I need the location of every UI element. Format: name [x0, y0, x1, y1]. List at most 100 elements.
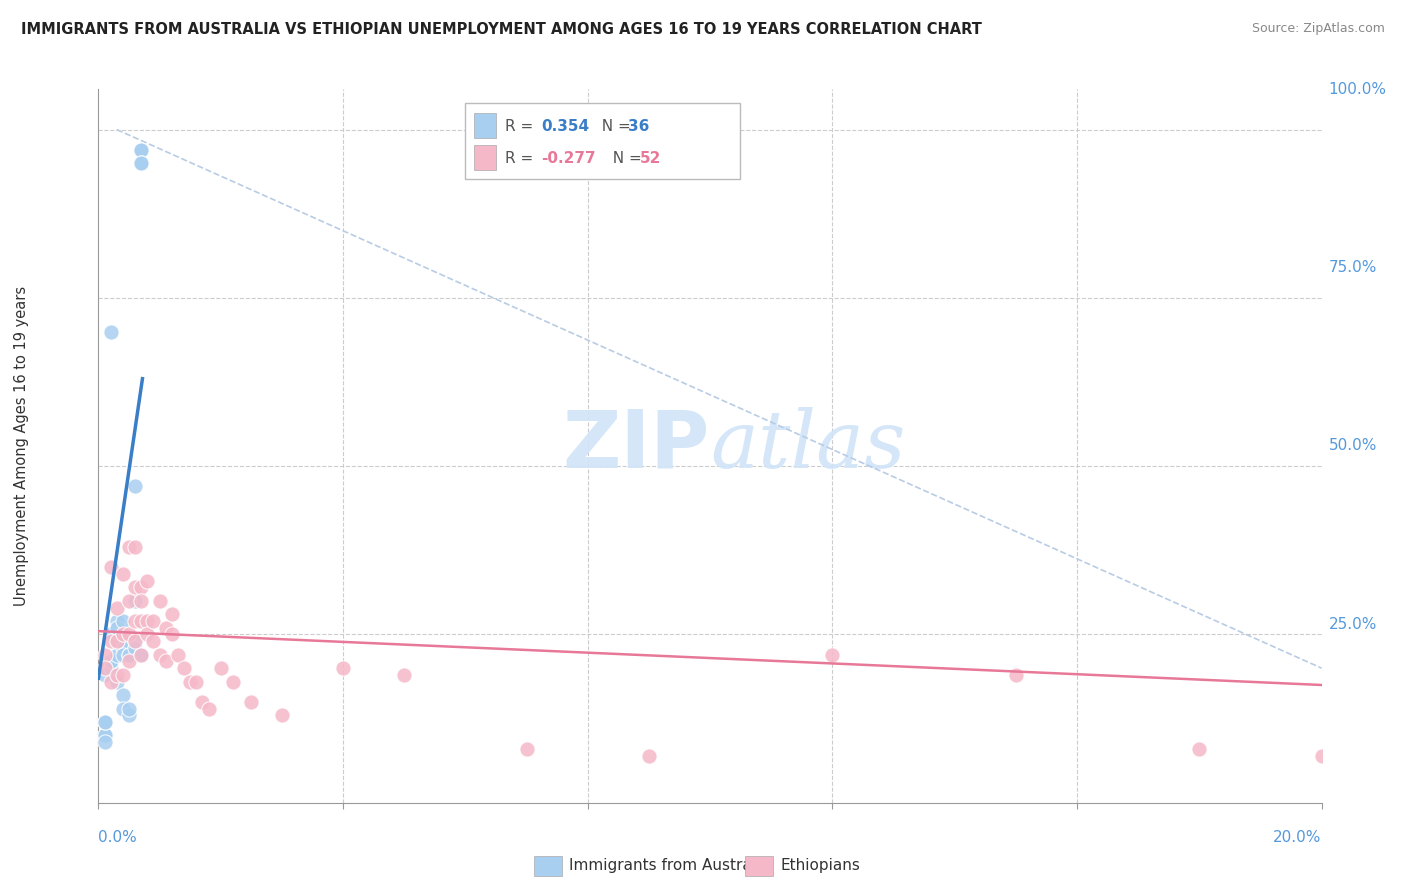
Text: Ethiopians: Ethiopians — [780, 858, 860, 872]
Point — [191, 695, 214, 709]
Point — [93, 729, 115, 743]
Point — [136, 627, 159, 641]
Text: 50.0%: 50.0% — [1329, 439, 1376, 453]
Point — [100, 325, 122, 339]
Point — [222, 674, 245, 689]
Point — [111, 648, 134, 662]
Point — [100, 655, 122, 669]
Point — [155, 621, 177, 635]
Text: R =: R = — [505, 151, 538, 166]
Point — [124, 479, 146, 493]
Point — [93, 735, 115, 749]
Point — [93, 661, 115, 675]
Point — [167, 648, 190, 662]
Text: 25.0%: 25.0% — [1329, 617, 1376, 632]
Text: -0.277: -0.277 — [541, 151, 596, 166]
Point — [118, 648, 141, 662]
Point — [129, 580, 152, 594]
Point — [111, 614, 134, 628]
Point — [142, 634, 165, 648]
Point — [105, 648, 128, 662]
Point — [124, 580, 146, 594]
Point — [124, 614, 146, 628]
Point — [240, 695, 263, 709]
Point — [129, 143, 152, 157]
Text: 0.354: 0.354 — [541, 119, 589, 134]
Point — [118, 594, 141, 608]
Text: 75.0%: 75.0% — [1329, 260, 1376, 275]
Point — [93, 729, 115, 743]
Point — [129, 143, 152, 157]
Point — [186, 674, 208, 689]
Point — [516, 742, 538, 756]
Point — [821, 648, 844, 662]
Point — [160, 627, 183, 641]
Point — [124, 634, 146, 648]
Point — [129, 614, 152, 628]
Point — [173, 661, 195, 675]
Text: IMMIGRANTS FROM AUSTRALIA VS ETHIOPIAN UNEMPLOYMENT AMONG AGES 16 TO 19 YEARS CO: IMMIGRANTS FROM AUSTRALIA VS ETHIOPIAN U… — [21, 22, 981, 37]
Point — [332, 661, 354, 675]
Point — [149, 648, 172, 662]
Point — [1004, 668, 1026, 682]
Point — [129, 648, 152, 662]
Point — [124, 640, 146, 655]
Point — [270, 708, 292, 723]
Point — [129, 648, 152, 662]
Point — [111, 701, 134, 715]
Point — [118, 655, 141, 669]
Point — [124, 540, 146, 554]
Point — [100, 634, 122, 648]
Point — [124, 634, 146, 648]
Point — [111, 634, 134, 648]
Point — [93, 714, 115, 729]
Point — [209, 661, 232, 675]
Text: N =: N = — [603, 151, 647, 166]
Point — [1310, 748, 1333, 763]
Text: ZIP: ZIP — [562, 407, 710, 485]
Point — [105, 634, 128, 648]
Point — [118, 701, 141, 715]
Point — [142, 614, 165, 628]
Point — [149, 594, 172, 608]
Point — [111, 688, 134, 702]
Text: 52: 52 — [640, 151, 661, 166]
Point — [129, 156, 152, 170]
Point — [136, 574, 159, 588]
Point — [100, 560, 122, 574]
Point — [1188, 742, 1211, 756]
Text: R =: R = — [505, 119, 538, 134]
Point — [129, 648, 152, 662]
Point — [105, 621, 128, 635]
Point — [105, 600, 128, 615]
Point — [93, 668, 115, 682]
Point — [118, 627, 141, 641]
Point — [111, 640, 134, 655]
Point — [105, 634, 128, 648]
Text: 20.0%: 20.0% — [1274, 830, 1322, 845]
Point — [392, 668, 416, 682]
Point — [129, 594, 152, 608]
Text: 0.0%: 0.0% — [98, 830, 138, 845]
Point — [136, 614, 159, 628]
Point — [111, 566, 134, 581]
Text: Source: ZipAtlas.com: Source: ZipAtlas.com — [1251, 22, 1385, 36]
Text: N =: N = — [592, 119, 636, 134]
Point — [124, 594, 146, 608]
Point — [197, 701, 219, 715]
Point — [93, 661, 115, 675]
Point — [118, 708, 141, 723]
Point — [100, 674, 122, 689]
Point — [155, 655, 177, 669]
Point — [637, 748, 661, 763]
Text: atlas: atlas — [710, 408, 905, 484]
Point — [93, 714, 115, 729]
Text: 36: 36 — [628, 119, 650, 134]
Point — [111, 668, 134, 682]
Text: Immigrants from Australia: Immigrants from Australia — [569, 858, 770, 872]
Point — [100, 661, 122, 675]
Text: 100.0%: 100.0% — [1329, 82, 1386, 96]
Point — [179, 674, 201, 689]
Point — [160, 607, 183, 622]
Point — [118, 648, 141, 662]
